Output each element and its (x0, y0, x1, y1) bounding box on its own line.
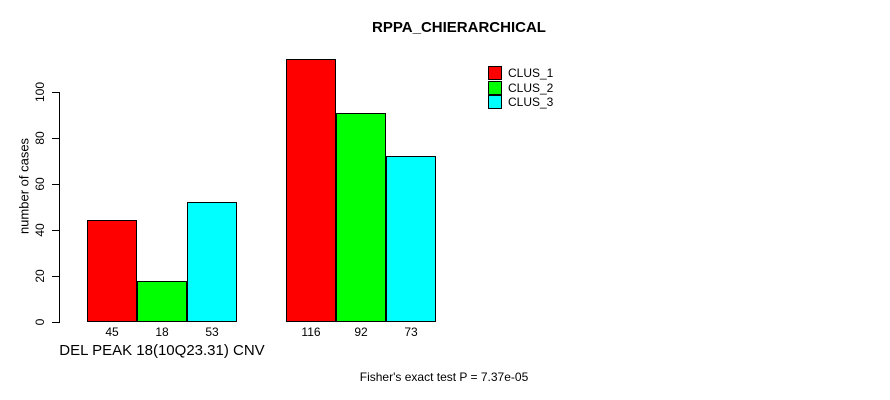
y-axis-tick (52, 322, 59, 323)
y-axis-tick (52, 230, 59, 231)
y-axis-tick-label: 100 (33, 81, 47, 103)
bar-value-label: 116 (301, 325, 321, 339)
bar-clus_3-group2 (386, 156, 436, 322)
y-axis-line (59, 92, 60, 323)
y-axis-tick (52, 138, 59, 139)
legend-entry-label: CLUS_3 (508, 95, 554, 110)
bar-value-label: 73 (404, 325, 418, 339)
legend-entry: CLUS_3 (488, 95, 553, 110)
x-axis-group-label: DEL PEAK 18(10Q23.31) CNV (59, 342, 265, 359)
y-axis-tick (52, 92, 59, 93)
bar-value-label: 53 (205, 325, 219, 339)
y-axis-tick (52, 184, 59, 185)
legend-entry: CLUS_2 (488, 80, 554, 96)
legend-entry-label: CLUS_2 (508, 80, 554, 95)
y-axis-tick-label: 80 (33, 131, 47, 145)
bar-value-label: 18 (155, 325, 169, 339)
y-axis-label: number of cases (16, 137, 32, 235)
legend: CLUS_1 CLUS_2 CLUS_3 (488, 66, 553, 110)
y-axis-tick-label: 20 (33, 269, 47, 283)
legend-entry: CLUS_1 (488, 66, 553, 81)
y-axis-tick-label: 40 (33, 223, 47, 237)
fisher-test-annotation: Fisher's exact test P = 7.37e-05 (359, 370, 529, 384)
bar-clus_2-group1 (137, 281, 187, 322)
legend-swatch-clus_2 (488, 80, 502, 95)
legend-swatch-clus_1 (488, 66, 502, 81)
bar-clus_1-group2 (286, 59, 336, 322)
bar-clus_3-group1 (187, 202, 237, 322)
legend-entry-label: CLUS_1 (508, 66, 554, 81)
y-axis-tick-label: 60 (33, 177, 47, 191)
bar-clus_2-group2 (336, 113, 386, 322)
y-axis-tick-label: 0 (33, 318, 47, 326)
y-axis-tick (52, 276, 59, 277)
bar-value-label: 45 (105, 325, 119, 339)
legend-swatch-clus_3 (488, 95, 502, 110)
bar-value-label: 92 (354, 325, 368, 339)
bar-clus_1-group1 (87, 220, 137, 322)
chart-title: RPPA_CHIERARCHICAL (372, 19, 546, 36)
